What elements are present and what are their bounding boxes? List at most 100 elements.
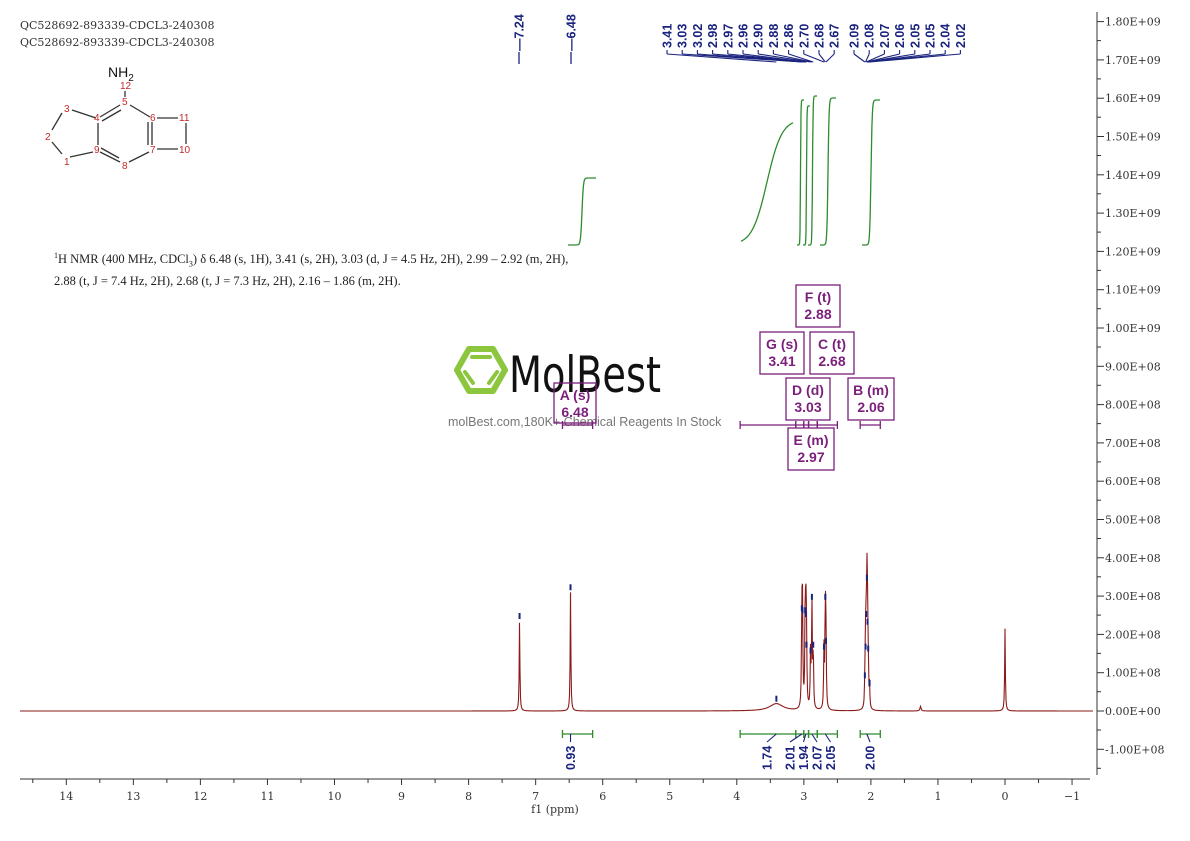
x-tick-label: 5 <box>666 790 673 803</box>
svg-text:A (s): A (s) <box>560 387 591 403</box>
y-tick-label: 1.30E+09 <box>1105 207 1161 220</box>
spectrum-line <box>20 552 1093 712</box>
brand-tagline: molBest.com,180K+ Chemical Reagents In S… <box>448 415 722 429</box>
sample-id-line-1: QC528692-893339-CDCL3-240308 <box>20 19 215 32</box>
peak-label: 2.07 <box>878 24 892 48</box>
integral-curve <box>797 99 804 246</box>
integral-curve <box>568 177 596 246</box>
peak-label: 2.88 <box>767 24 781 48</box>
y-tick-label: -1.00E+08 <box>1105 743 1164 756</box>
y-tick-label: 6.00E+08 <box>1105 475 1161 488</box>
x-tick-label: 10 <box>328 790 342 803</box>
svg-text:2.68: 2.68 <box>818 353 845 369</box>
y-tick-label: 3.00E+08 <box>1105 590 1161 603</box>
integral-curve <box>862 99 880 246</box>
integral-label: 2.05 <box>824 746 838 770</box>
x-axis: 14 13 12 11 10 9 8 7 6 5 4 3 2 1 0 −1f1 (ppm) <box>20 778 1090 816</box>
multiplet-boxes: A (s)6.48B (m)2.06C (t)2.68D (d)3.03E (m… <box>553 284 895 471</box>
multiplet-box-e: E (m)2.97 <box>787 427 835 471</box>
y-axis: 1.80E+09 1.70E+09 1.60E+09 1.50E+09 1.40E+09… <box>1096 12 1164 775</box>
atom-label-10: 10 <box>179 145 191 156</box>
atom-label-4: 4 <box>94 113 100 124</box>
multiplet-box-d: D (d)3.03 <box>785 377 831 421</box>
svg-text:2.88: 2.88 <box>804 306 831 322</box>
peak-label: 2.05 <box>924 24 938 48</box>
x-axis-title: f1 (ppm) <box>531 803 579 816</box>
peak-label: —6.48 <box>565 14 579 51</box>
y-tick-label: 0.00E+00 <box>1105 705 1161 718</box>
y-tick-label: 1.80E+09 <box>1105 16 1161 29</box>
atom-label-5: 5 <box>122 97 128 108</box>
svg-text:C (t): C (t) <box>818 336 846 352</box>
svg-text:3.03: 3.03 <box>794 399 821 415</box>
peak-label: 2.68 <box>813 24 827 48</box>
x-tick-label: 14 <box>59 790 73 803</box>
y-tick-label: 4.00E+08 <box>1105 552 1161 565</box>
y-tick-label: 5.00E+08 <box>1105 514 1161 527</box>
chemical-structure: NH2 12 5 6 11 7 10 8 9 4 3 2 1 <box>45 64 191 172</box>
y-tick-label: 1.40E+09 <box>1105 169 1161 182</box>
svg-text:E (m): E (m) <box>794 432 829 448</box>
peak-label: 3.41 <box>661 24 675 48</box>
atom-label-2: 2 <box>45 132 51 143</box>
integral-label: 2.01 <box>784 746 798 770</box>
integral-curves <box>568 95 880 246</box>
x-tick-label: 2 <box>867 790 874 803</box>
multiplet-box-b: B (m)2.06 <box>847 377 895 421</box>
nh2-label: NH2 <box>108 64 134 84</box>
x-tick-label: 13 <box>126 790 140 803</box>
integral-label: 0.93 <box>564 746 578 770</box>
svg-text:F (t): F (t) <box>805 289 831 305</box>
atom-label-3: 3 <box>64 104 70 115</box>
peak-labels: —7.24 —6.48 3.41 3.03 3.02 2.98 2.97 2.96 2.90 2.… <box>513 14 968 64</box>
x-tick-label: 0 <box>1002 790 1009 803</box>
y-tick-label: 1.00E+09 <box>1105 322 1161 335</box>
x-tick-label: 12 <box>193 790 207 803</box>
peak-label: 2.96 <box>737 24 751 48</box>
multiplet-box-g: G (s)3.41 <box>759 331 805 375</box>
peak-label: 2.02 <box>954 24 968 48</box>
atom-label-1: 1 <box>64 157 70 168</box>
peak-label: 2.09 <box>848 24 862 48</box>
peak-label: 3.02 <box>691 24 705 48</box>
x-tick-label: −1 <box>1064 790 1080 803</box>
spectrum-trace <box>20 552 1093 712</box>
peak-label: 2.04 <box>939 24 953 48</box>
nmr-description-line-1: 1H NMR (400 MHz, CDCl3) δ 6.48 (s, 1H), … <box>54 251 569 269</box>
peak-label: —7.24 <box>513 14 527 51</box>
y-tick-label: 1.20E+09 <box>1105 245 1161 258</box>
y-tick-label: 1.00E+08 <box>1105 667 1161 680</box>
svg-text:2.97: 2.97 <box>797 449 824 465</box>
svg-text:G (s): G (s) <box>766 336 798 352</box>
integral-label: 2.00 <box>864 746 878 770</box>
y-tick-label: 2.00E+08 <box>1105 628 1161 641</box>
benzene-logo-icon <box>454 346 508 394</box>
peak-label: 2.05 <box>908 24 922 48</box>
peak-label: 2.86 <box>782 24 796 48</box>
atom-label-8: 8 <box>122 161 128 172</box>
atom-label-9: 9 <box>94 145 100 156</box>
y-tick-label: 1.70E+09 <box>1105 54 1161 67</box>
x-tick-label: 7 <box>532 790 539 803</box>
y-tick-label: 7.00E+08 <box>1105 437 1161 450</box>
svg-text:3.41: 3.41 <box>768 353 795 369</box>
peak-label: 2.08 <box>863 24 877 48</box>
y-tick-label: 1.50E+09 <box>1105 131 1161 144</box>
x-tick-label: 4 <box>733 790 740 803</box>
atom-label-7: 7 <box>150 145 156 156</box>
y-tick-label: 9.00E+08 <box>1105 360 1161 373</box>
multiplet-box-c: C (t)2.68 <box>809 331 855 375</box>
peak-label: 2.98 <box>706 24 720 48</box>
peak-label: 2.97 <box>721 24 735 48</box>
peak-label: 2.06 <box>893 24 907 48</box>
x-tick-label: 3 <box>800 790 807 803</box>
integral-label: 1.74 <box>761 746 775 770</box>
x-tick-label: 9 <box>398 790 405 803</box>
integral-curve <box>803 105 810 246</box>
x-tick-label: 11 <box>260 790 274 803</box>
multiplet-box-f: F (t)2.88 <box>795 284 841 328</box>
peak-label: 2.90 <box>752 24 766 48</box>
atom-label-6: 6 <box>150 113 156 124</box>
integral-curve <box>740 122 794 242</box>
